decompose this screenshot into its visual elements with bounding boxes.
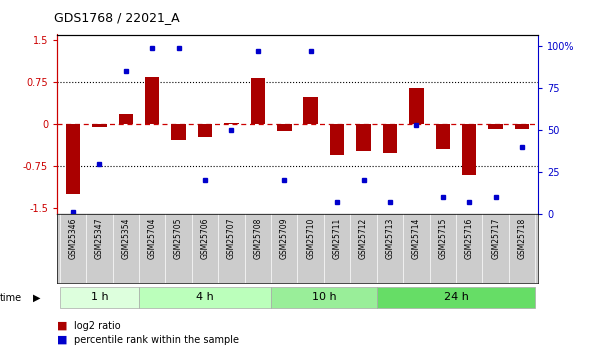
Text: GDS1768 / 22021_A: GDS1768 / 22021_A: [54, 11, 180, 24]
Bar: [515, 124, 529, 129]
Text: 10 h: 10 h: [311, 292, 336, 302]
Text: GSM25708: GSM25708: [254, 217, 263, 259]
Bar: [145, 77, 159, 124]
Bar: [251, 78, 265, 124]
FancyBboxPatch shape: [139, 287, 271, 308]
Text: GSM25714: GSM25714: [412, 217, 421, 259]
FancyBboxPatch shape: [271, 287, 377, 308]
Bar: [198, 124, 212, 137]
Text: GSM25718: GSM25718: [517, 217, 526, 259]
Text: time: time: [0, 293, 22, 303]
Text: GSM25354: GSM25354: [121, 217, 130, 259]
Bar: [92, 124, 106, 127]
Text: 4 h: 4 h: [196, 292, 214, 302]
Text: ■: ■: [57, 335, 67, 345]
Text: 24 h: 24 h: [444, 292, 468, 302]
Text: GSM25716: GSM25716: [465, 217, 474, 259]
Text: GSM25710: GSM25710: [306, 217, 315, 259]
Text: GSM25347: GSM25347: [95, 217, 104, 259]
Bar: [171, 124, 186, 140]
Text: GSM25712: GSM25712: [359, 217, 368, 259]
Text: 1 h: 1 h: [91, 292, 108, 302]
Bar: [304, 97, 318, 124]
Bar: [356, 124, 371, 151]
Bar: [330, 124, 344, 155]
Text: ▶: ▶: [33, 293, 40, 303]
Text: GSM25711: GSM25711: [332, 217, 341, 259]
FancyBboxPatch shape: [377, 287, 535, 308]
Text: log2 ratio: log2 ratio: [74, 321, 121, 331]
Text: GSM25717: GSM25717: [491, 217, 500, 259]
Text: ■: ■: [57, 321, 67, 331]
Text: GSM25705: GSM25705: [174, 217, 183, 259]
Bar: [277, 124, 291, 131]
Text: GSM25707: GSM25707: [227, 217, 236, 259]
Bar: [462, 124, 477, 175]
Text: GSM25346: GSM25346: [69, 217, 78, 259]
Text: GSM25709: GSM25709: [280, 217, 289, 259]
Text: GSM25704: GSM25704: [148, 217, 157, 259]
Bar: [436, 124, 450, 149]
FancyBboxPatch shape: [59, 287, 139, 308]
Text: GSM25706: GSM25706: [201, 217, 210, 259]
Bar: [409, 88, 424, 124]
Text: GSM25715: GSM25715: [438, 217, 447, 259]
Bar: [118, 114, 133, 124]
Text: percentile rank within the sample: percentile rank within the sample: [74, 335, 239, 345]
Text: GSM25713: GSM25713: [385, 217, 394, 259]
Bar: [224, 122, 239, 124]
Bar: [383, 124, 397, 153]
Bar: [489, 124, 503, 129]
Bar: [66, 124, 80, 194]
